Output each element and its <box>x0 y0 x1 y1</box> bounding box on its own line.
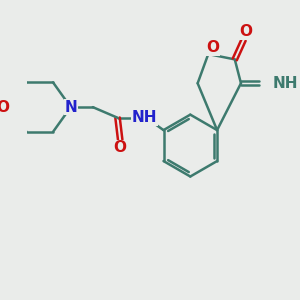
Text: O: O <box>206 40 219 56</box>
Text: NH: NH <box>273 76 298 91</box>
Text: O: O <box>0 100 9 115</box>
Text: O: O <box>114 140 127 155</box>
Text: O: O <box>239 25 252 40</box>
Text: N: N <box>64 100 77 115</box>
Text: NH: NH <box>131 110 157 125</box>
